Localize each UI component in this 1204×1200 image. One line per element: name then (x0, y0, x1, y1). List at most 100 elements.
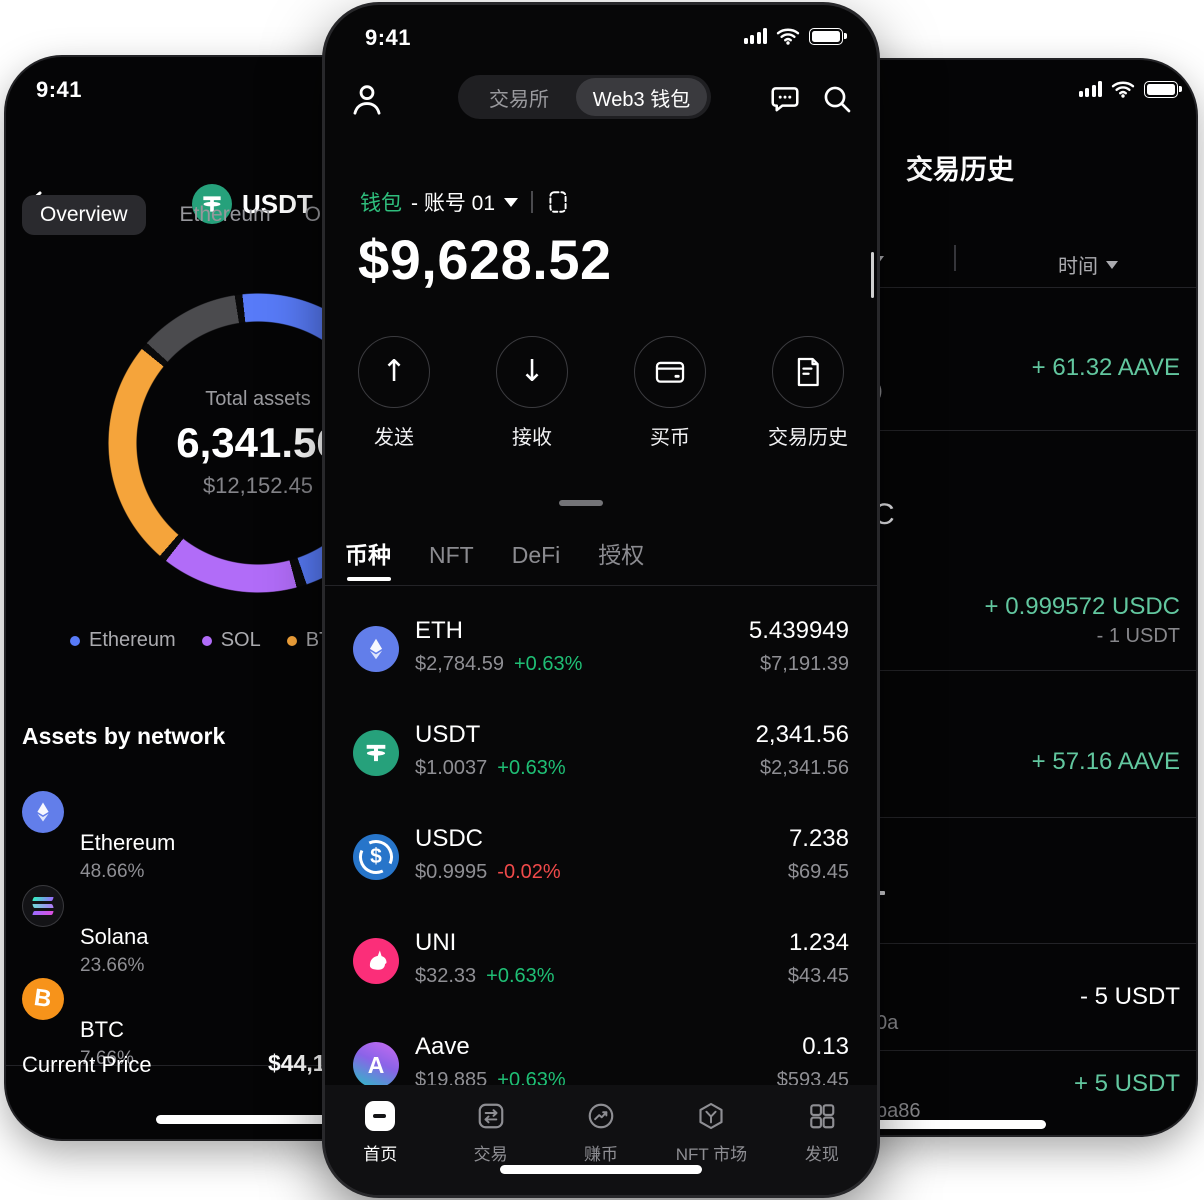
network-row-ethereum[interactable]: Ethereum 48.66% (22, 788, 402, 883)
nav-item-discover[interactable]: 发现 (767, 1085, 877, 1195)
uniswap-icon (353, 938, 399, 984)
token-symbol: USDC (415, 825, 484, 852)
tx-amount[interactable]: - 5 USDT (1079, 983, 1180, 1010)
status-icons (743, 27, 847, 45)
tether-icon (192, 184, 232, 224)
home-indicator (806, 1120, 1046, 1129)
token-value: $69.45 (787, 861, 849, 883)
network-name: Ethereum (80, 830, 176, 855)
eth-icon (353, 626, 399, 672)
scroll-indicator[interactable] (871, 252, 874, 298)
total-assets-label: Total assets (205, 387, 311, 410)
token-symbol: Aave (415, 1033, 470, 1060)
ethereum-icon (22, 791, 64, 833)
token-tabs: Overview Ethereum O (22, 195, 321, 235)
home-icon (365, 1101, 396, 1131)
bitcoin-icon: B (22, 978, 64, 1020)
segment-exchange[interactable]: 交易所 (489, 88, 549, 111)
token-symbol: ETH (415, 617, 463, 644)
scan-icon[interactable] (546, 189, 570, 215)
discover-icon (810, 1104, 835, 1129)
nav-item-home[interactable]: 首页 (325, 1085, 435, 1195)
status-icons (1078, 80, 1182, 98)
total-balance: $9,628.52 (358, 228, 612, 291)
footer-divider (6, 1065, 406, 1066)
page-title: USDT (242, 188, 313, 219)
tab-overview[interactable]: Overview (22, 195, 146, 235)
token-price: $2,784.59 (415, 653, 504, 675)
account-caret-icon (504, 197, 519, 207)
token-row-uni[interactable]: UNI $32.33 +0.63% 1.234 $43.45 (325, 909, 877, 1013)
battery-icon (809, 27, 847, 45)
nav-item-trade[interactable]: 交易 (435, 1085, 545, 1195)
network-percent: 7.66% (80, 1048, 134, 1069)
token-change: +0.63% (497, 757, 566, 779)
tether-icon (353, 730, 399, 776)
token-amount: 1.234 (788, 929, 849, 956)
cellular-signal-icon (1078, 81, 1102, 97)
chat-button[interactable] (769, 83, 801, 120)
buy-icon (655, 361, 685, 383)
wallet-account-selector[interactable]: 钱包 - 账号 01 (360, 187, 570, 217)
token-change: -0.02% (497, 861, 561, 883)
token-amount: 0.13 (802, 1033, 849, 1060)
tx-sub-amount: - 1 USDT (1096, 625, 1180, 647)
usdc-icon: $ (353, 834, 399, 880)
receive-icon: ↓ (519, 354, 545, 389)
token-amount: 5.439949 (748, 617, 849, 644)
history-button[interactable]: 交易历史 (739, 336, 877, 450)
receive-button[interactable]: ↓ 接收 (463, 336, 601, 450)
token-page-title: USDT (192, 184, 313, 224)
token-row-eth[interactable]: ETH $2,784.59 +0.63% 5.439949 $7,191.39 (325, 597, 877, 701)
search-button[interactable] (821, 83, 853, 120)
tx-amount[interactable]: + 0.999572 USDC (984, 593, 1180, 620)
sheet-drag-handle[interactable] (559, 500, 603, 506)
tab-clipped[interactable]: O (304, 203, 321, 226)
status-time: 9:41 (365, 25, 412, 50)
solana-icon (22, 885, 64, 927)
token-value: $7,191.39 (760, 653, 849, 675)
network-row-solana[interactable]: Solana 23.66% (22, 882, 402, 977)
left-filter-caret-fragment[interactable] (872, 256, 884, 264)
token-symbol: USDT (415, 721, 481, 748)
legend-dot-sol (201, 635, 212, 646)
donut-center-text: Total assets 6,341.56 $12,152.45 (108, 293, 406, 593)
tx-text-fragment: C (873, 498, 895, 531)
nft-market-icon (699, 1102, 723, 1130)
nav-item-earn[interactable]: 赚币 (546, 1085, 656, 1195)
active-tab-underline (347, 577, 391, 581)
home-indicator (156, 1115, 406, 1124)
profile-button[interactable] (350, 81, 384, 122)
separator (531, 191, 533, 213)
history-icon (797, 357, 819, 387)
token-change: +0.63% (513, 653, 583, 675)
cellular-signal-icon (743, 28, 767, 44)
chart-legend: Ethereum SOL BTC (70, 629, 346, 652)
tx-amount[interactable]: + 57.16 AAVE (1031, 748, 1180, 775)
history-page-title: 交易历史 (906, 155, 1014, 185)
segment-web3-wallet[interactable]: Web3 钱包 (576, 78, 707, 116)
tx-amount[interactable]: + 61.32 AAVE (1031, 354, 1180, 381)
tab-defi[interactable]: DeFi (511, 542, 561, 568)
tab-coins[interactable]: 币种 (345, 542, 391, 568)
token-value: $43.45 (787, 965, 849, 987)
send-button[interactable]: ↑ 发送 (325, 336, 463, 450)
tab-approvals[interactable]: 授权 (598, 542, 645, 568)
exchange-wallet-segmented-control[interactable]: 交易所 Web3 钱包 (458, 75, 711, 119)
tab-ethereum[interactable]: Ethereum (179, 203, 271, 226)
battery-icon (1144, 80, 1182, 98)
tx-amount[interactable]: + 5 USDT (1073, 1070, 1180, 1097)
buy-crypto-button[interactable]: 买币 (601, 336, 739, 450)
tab-nft[interactable]: NFT (429, 542, 474, 568)
time-filter-dropdown[interactable]: 时间 (1058, 250, 1118, 279)
network-row-btc[interactable]: B BTC 7.66% (22, 975, 402, 1070)
token-row-usdc[interactable]: $ USDC $0.9995 -0.02% 7.238 $69.45 (325, 805, 877, 909)
tx-text-fragment: 0a (876, 1012, 899, 1034)
token-price: $0.9995 (415, 861, 488, 883)
send-icon: ↑ (381, 354, 407, 389)
center-phone-wallet-home: 9:41 交易所 Web3 钱包 (325, 5, 877, 1195)
token-row-usdt[interactable]: USDT $1.0037 +0.63% 2,341.56 $2,341.56 (325, 701, 877, 805)
nav-item-nft-market[interactable]: NFT 市场 (656, 1085, 766, 1195)
token-price: $32.33 (415, 965, 477, 987)
